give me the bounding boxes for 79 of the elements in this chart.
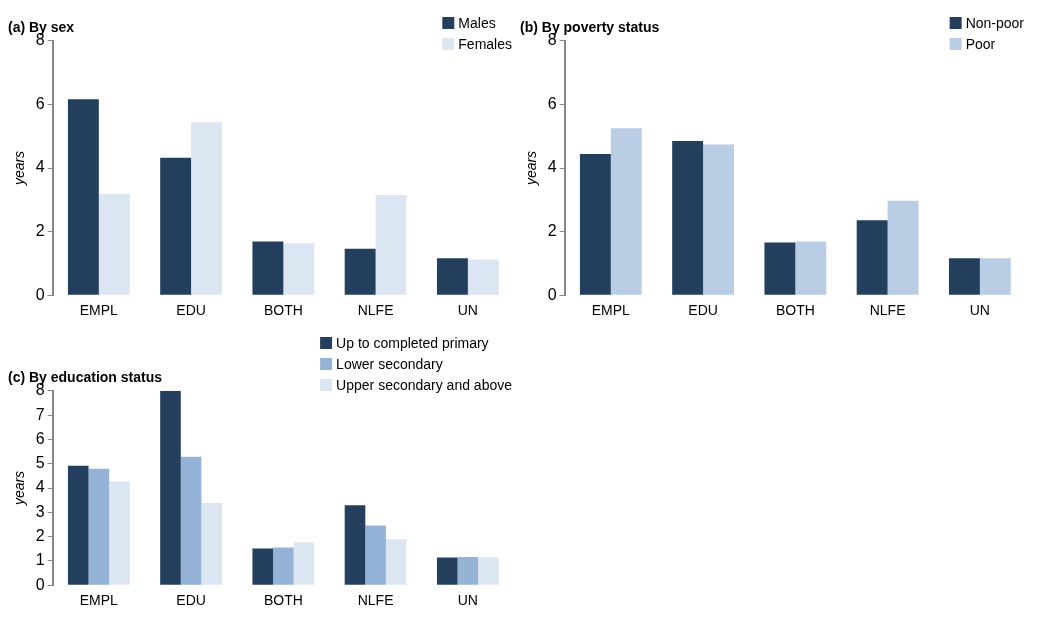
bar [344,505,366,585]
bar [856,220,888,295]
bar [98,194,130,295]
x-tick-label: EMPL [591,302,631,319]
bar [283,243,315,295]
x-tick-label: UN [457,302,478,319]
bar [467,259,499,295]
bar [344,248,376,295]
y-tick-label: 2 [35,222,45,240]
y-tick-label: 4 [35,158,45,176]
legend-label: Poor [965,35,996,52]
chart-title: (c) By education status [8,369,163,386]
y-axis-title: years [11,470,28,507]
y-tick-label: 0 [35,285,45,303]
legend-label: Lower secondary [336,355,443,372]
bar [191,122,222,295]
x-tick-label: EDU [688,302,718,319]
legend-label: Males [458,14,496,31]
y-tick-label: 3 [35,502,45,520]
bar [273,547,294,585]
bar [579,154,611,295]
y-tick-label: 4 [547,158,557,176]
bar [201,503,222,585]
bar [478,557,499,585]
bar [365,525,386,585]
bar [764,242,796,295]
bar [180,456,202,585]
bar [88,468,110,585]
y-tick-label: 1 [35,551,45,569]
x-tick-label: BOTH [263,302,303,319]
y-tick-label: 6 [35,94,45,112]
y-tick-label: 2 [547,222,557,240]
bar [703,144,734,295]
y-axis-title: years [11,150,28,187]
x-tick-label: EDU [176,592,206,609]
y-tick-label: 0 [547,285,557,303]
bar [436,557,458,585]
y-tick-label: 5 [35,454,45,472]
bar [160,390,181,585]
bar [375,195,407,295]
bar [67,465,89,585]
bar [610,128,642,295]
x-tick-label: NLFE [869,302,906,319]
bar [160,157,192,295]
x-tick-label: EDU [176,302,206,319]
bar [385,539,407,585]
x-tick-label: BOTH [263,592,303,609]
legend-label: Upper secondary and above [336,376,513,393]
bar [672,140,704,295]
chart-title: (a) By sex [8,19,75,36]
bar [795,241,827,295]
bar [67,99,99,295]
legend-label: Females [458,35,512,52]
bar [887,200,919,295]
x-tick-label: NLFE [357,592,394,609]
y-tick-label: 4 [35,478,45,496]
bar [457,557,479,585]
legend-label: Non-poor [965,14,1025,31]
y-axis-title: years [523,150,540,187]
bar [293,542,315,585]
bar [252,548,274,585]
y-tick-label: 2 [35,527,45,545]
bar [979,258,1011,295]
legend-label: Up to completed primary [336,334,489,351]
bar [436,258,468,295]
x-tick-label: NLFE [357,302,394,319]
x-tick-label: UN [457,592,478,609]
x-tick-label: BOTH [775,302,815,319]
bar [252,241,284,295]
x-tick-label: UN [969,302,990,319]
bar [948,258,980,295]
chart-title: (b) By poverty status [520,19,660,36]
x-tick-label: EMPL [79,592,119,609]
y-tick-label: 6 [35,429,45,447]
bar [109,481,130,585]
x-tick-label: EMPL [79,302,119,319]
y-tick-label: 6 [547,94,557,112]
y-tick-label: 0 [35,575,45,593]
y-tick-label: 7 [35,405,45,423]
